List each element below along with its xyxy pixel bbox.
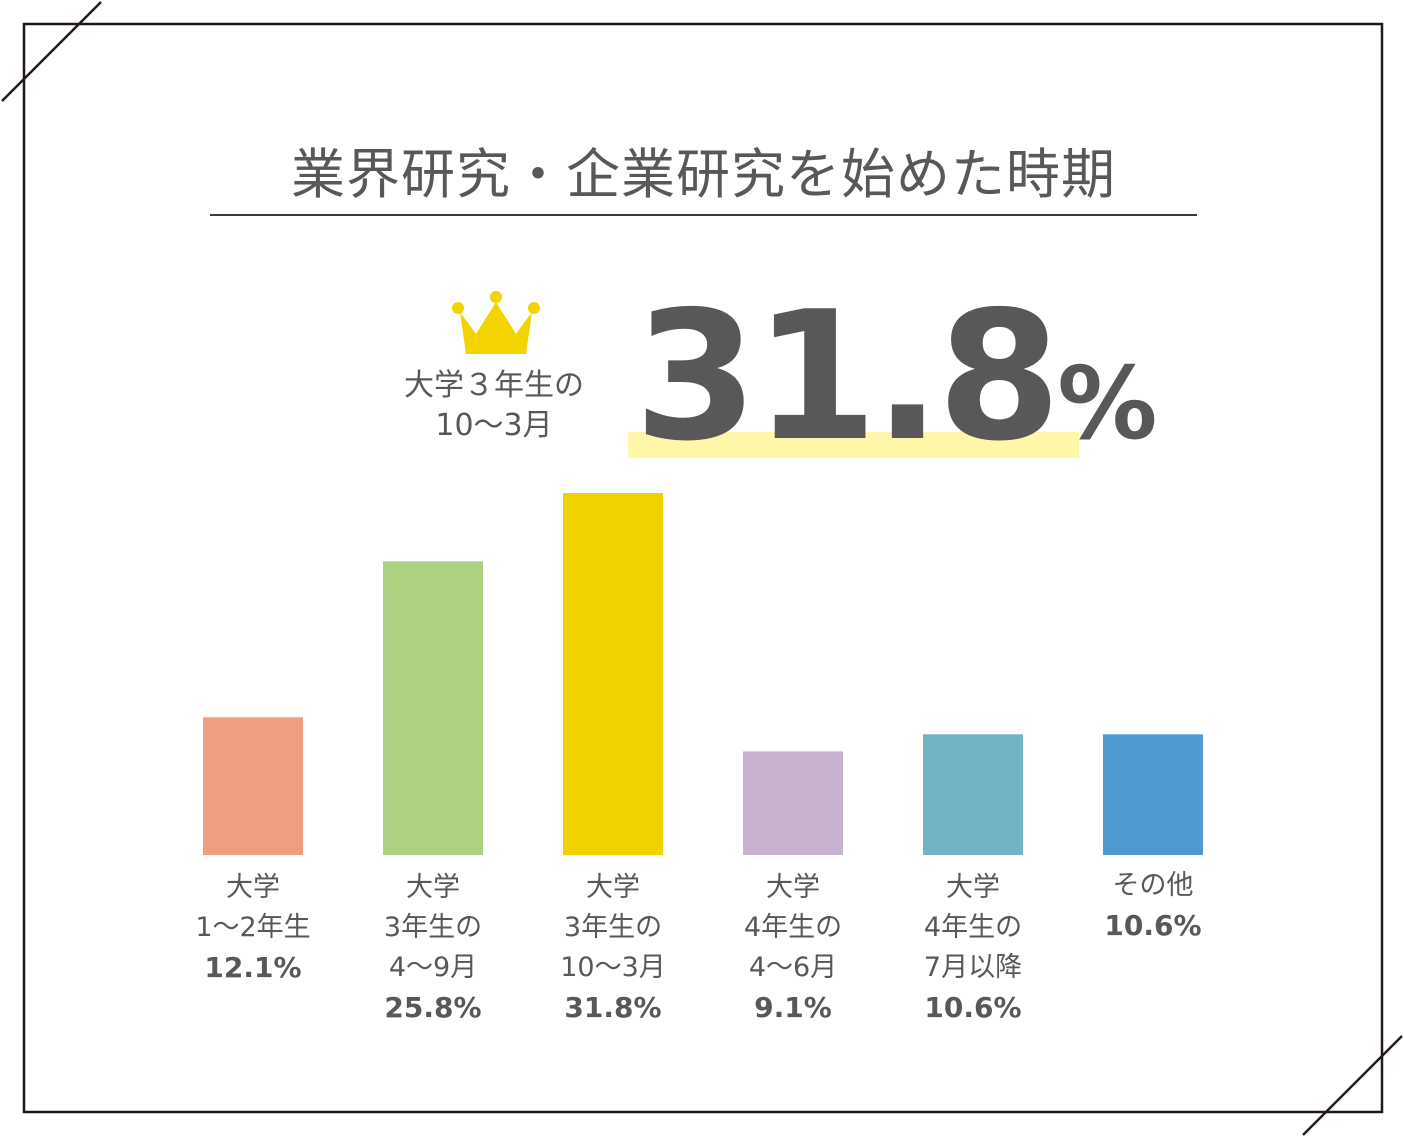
value-label-2: 25.8% <box>384 991 482 1024</box>
chart-title: 業界研究・企業研究を始めた時期 <box>291 143 1116 206</box>
category-label-3: 大学 3年生の 10～3月 31.8% <box>528 868 698 1028</box>
value-label-6: 10.6% <box>1104 909 1202 942</box>
card-border <box>22 22 1384 1114</box>
bar-1 <box>203 717 303 855</box>
category-label-6: その他 10.6% <box>1068 866 1238 946</box>
crown-icon <box>452 291 540 354</box>
category-label-5-line-2: 4年生の <box>923 912 1023 943</box>
category-label-2-line-1: 大学 <box>406 872 460 903</box>
bar-5 <box>923 734 1023 855</box>
category-label-2: 大学 3年生の 4～9月 25.8% <box>348 868 518 1028</box>
category-label-3-line-2: 3年生の <box>563 912 663 943</box>
category-label-4-line-2: 4年生の <box>743 912 843 943</box>
highlight-label-line2: 10～3月 <box>435 408 553 443</box>
value-label-1: 12.1% <box>204 951 302 984</box>
category-label-5-line-3: 7月以降 <box>923 952 1023 983</box>
category-label-4-line-3: 4～6月 <box>748 952 838 983</box>
highlight-label: 大学３年生の 10～3月 <box>368 366 620 446</box>
highlight-value: 31.8% <box>634 288 1158 466</box>
category-label-1-line-2: 1～2年生 <box>195 912 311 943</box>
category-label-3-line-1: 大学 <box>586 872 640 903</box>
category-label-4: 大学 4年生の 4～6月 9.1% <box>708 868 878 1028</box>
bar-4 <box>743 751 843 855</box>
category-label-5-line-1: 大学 <box>946 872 1000 903</box>
bar-6 <box>1103 734 1203 855</box>
category-label-4-line-1: 大学 <box>766 872 820 903</box>
value-label-5: 10.6% <box>924 991 1022 1024</box>
category-label-6-line-1: その他 <box>1112 870 1194 901</box>
category-label-3-line-3: 10～3月 <box>560 952 666 983</box>
title-underline <box>210 214 1197 216</box>
category-label-2-line-3: 4～9月 <box>388 952 478 983</box>
highlight-label-line1: 大学３年生の <box>404 368 584 403</box>
corner-slash-top-left <box>1 1 102 102</box>
highlight-value-unit: % <box>1057 345 1158 462</box>
bar-2 <box>383 561 483 855</box>
highlight-marker <box>628 432 1079 458</box>
value-label-4: 9.1% <box>754 991 832 1024</box>
highlight-value-number: 31.8 <box>634 273 1061 480</box>
value-label-3: 31.8% <box>564 991 662 1024</box>
corner-slash-bottom-right <box>1302 1035 1403 1136</box>
bar-3 <box>563 493 663 855</box>
category-label-5: 大学 4年生の 7月以降 10.6% <box>888 868 1058 1028</box>
category-label-1-line-1: 大学 <box>226 872 280 903</box>
category-label-1: 大学 1～2年生 12.1% <box>168 868 338 988</box>
category-label-2-line-2: 3年生の <box>383 912 483 943</box>
